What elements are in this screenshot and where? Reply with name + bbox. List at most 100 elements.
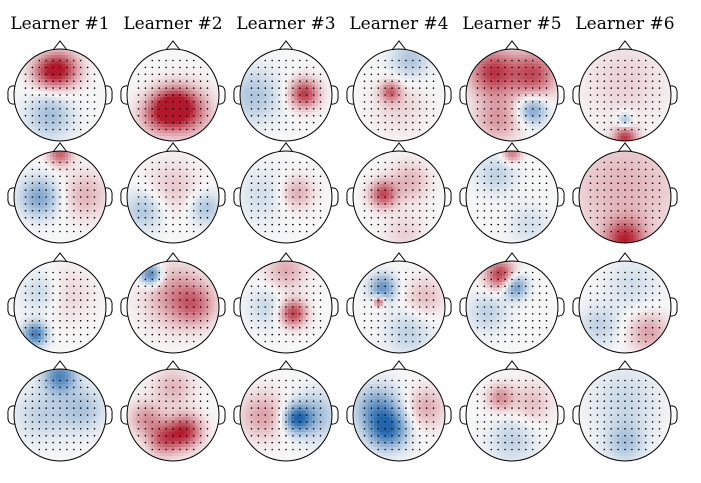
sensor-dot <box>545 216 548 219</box>
sensor-dot <box>319 299 322 301</box>
sensor-dot <box>285 340 287 343</box>
sensor-dot <box>518 340 520 343</box>
sensor-dot <box>525 223 527 226</box>
sensor-dot <box>59 448 61 451</box>
sensor-dot <box>158 299 160 301</box>
sensor-dot <box>305 161 308 164</box>
sensor-dot <box>525 386 527 389</box>
sensor-dot <box>31 407 34 409</box>
sensor-dot <box>384 428 387 430</box>
sensor-dot <box>603 441 606 444</box>
sensor-dot <box>299 386 301 389</box>
nose-outline <box>391 142 407 153</box>
sensor-dot <box>483 441 486 444</box>
sensor-dot <box>305 168 308 171</box>
topomap-learner-2-row-1 <box>120 40 226 142</box>
sensor-dot <box>31 210 34 212</box>
sensor-dot <box>299 128 301 131</box>
sensor-dot <box>192 73 195 76</box>
sensor-dot <box>38 203 41 205</box>
sensor-dot <box>292 421 294 423</box>
sensor-dot <box>186 320 188 322</box>
sensor-dot <box>79 223 82 226</box>
sensor-dot <box>271 203 274 205</box>
sensor-dot <box>66 80 68 82</box>
sensor-dot <box>305 210 308 212</box>
sensor-dot <box>432 114 435 117</box>
sensor-dot <box>79 448 82 451</box>
sensor-dot <box>137 196 140 198</box>
sensor-dot <box>264 400 267 403</box>
sensor-dot <box>312 292 315 295</box>
sensor-dot <box>59 326 61 329</box>
sensor-dot <box>418 306 421 308</box>
sensor-dot <box>624 94 626 96</box>
sensor-dot <box>271 94 274 96</box>
sensor-dot <box>299 285 301 288</box>
sensor-dot <box>624 210 626 212</box>
sensor-dot <box>644 87 647 89</box>
sensor-dot <box>165 230 167 233</box>
sensor-dot <box>525 271 527 274</box>
sensor-dot <box>52 428 54 430</box>
sensor-dot <box>504 292 506 295</box>
sensor-dot <box>38 108 41 110</box>
sensor-dot <box>199 87 202 89</box>
nose-outline <box>391 40 407 51</box>
sensor-dot <box>412 161 414 164</box>
sensor-dot <box>596 299 599 301</box>
sensor-dot <box>172 320 174 322</box>
sensor-dot <box>596 175 599 178</box>
sensor-dot <box>151 400 154 403</box>
sensor-dot <box>305 87 308 89</box>
sensor-dot <box>418 230 421 233</box>
sensor-dot <box>525 161 527 164</box>
sensor-dot <box>418 196 421 198</box>
sensor-dot <box>93 196 96 198</box>
sensor-dot <box>531 278 534 281</box>
sensor-dot <box>264 80 267 82</box>
sensor-dot <box>398 216 400 219</box>
sensor-dot <box>490 271 493 274</box>
sensor-dot <box>271 407 274 409</box>
sensor-dot <box>603 161 606 164</box>
sensor-dot <box>384 299 387 301</box>
sensor-dot <box>624 306 626 308</box>
sensor-dot <box>186 441 188 444</box>
head-outline <box>239 260 333 354</box>
sensor-dot <box>52 87 54 89</box>
sensor-dot <box>405 407 407 409</box>
sensor-dot <box>418 87 421 89</box>
sensor-dot <box>299 175 301 178</box>
sensor-dot <box>264 434 267 437</box>
sensor-dot <box>151 414 154 416</box>
sensor-dot <box>24 407 27 409</box>
sensor-dot <box>405 175 407 178</box>
sensor-dot <box>363 407 366 409</box>
sensor-dot <box>490 161 493 164</box>
sensor-dot <box>305 299 308 301</box>
sensor-dot <box>363 299 366 301</box>
sensor-dot <box>610 448 612 451</box>
sensor-dot <box>45 306 47 308</box>
sensor-dot <box>52 292 54 295</box>
sensor-dot <box>31 196 34 198</box>
sensor-dot <box>86 108 89 110</box>
sensor-dot <box>73 59 75 62</box>
sensor-dot <box>617 80 619 82</box>
sensor-dot <box>617 379 619 382</box>
sensor-dot <box>38 313 41 315</box>
sensor-dot <box>644 292 647 295</box>
sensor-dot <box>624 161 626 164</box>
sensor-dot <box>483 216 486 219</box>
left-ear-outline <box>7 187 16 207</box>
sensor-dot <box>398 94 400 96</box>
sensor-dot <box>412 320 414 322</box>
sensor-dot <box>285 379 287 382</box>
sensor-dot <box>179 379 181 382</box>
sensor-dot <box>398 379 400 382</box>
sensor-dot <box>165 407 167 409</box>
sensor-dot <box>363 210 366 212</box>
sensor-dot <box>624 223 626 226</box>
sensor-dot <box>271 448 274 451</box>
